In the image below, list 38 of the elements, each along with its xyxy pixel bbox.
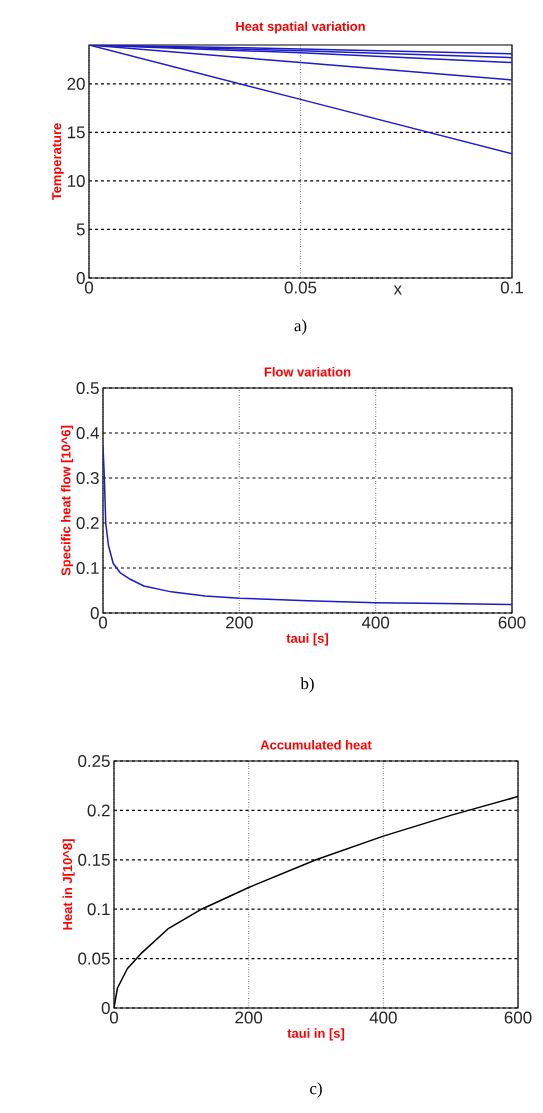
x-tick-label: 200 — [235, 1011, 263, 1024]
x-tick-label: 600 — [504, 1011, 532, 1024]
x-tick-label: 0 — [109, 1011, 119, 1024]
y-tick-label: 20 — [67, 77, 85, 90]
y-axis-title: Specific heat flow [10^6] — [61, 425, 74, 576]
y-tick-label: 0.1 — [76, 562, 99, 575]
chart-title: Heat spatial variation — [236, 21, 365, 34]
x-tick-label: 600 — [498, 616, 526, 629]
x-tick-label: 400 — [361, 616, 390, 629]
y-tick-label: 0.2 — [87, 804, 110, 817]
x-axis-title: taui [s] — [286, 633, 328, 646]
y-tick-label: 0.3 — [76, 472, 99, 485]
y-tick-label: 5 — [76, 223, 85, 236]
x-tick-label: 0.05 — [284, 281, 317, 294]
x-tick-label: 0.1 — [500, 281, 523, 294]
chart-title: Accumulated heat — [260, 740, 372, 750]
x-axis-title: taui in [s] — [287, 1028, 345, 1041]
text: a) — [294, 319, 307, 335]
y-tick-label: 0.5 — [76, 382, 99, 395]
x-axis-title: x — [393, 285, 402, 295]
text: b) — [300, 677, 314, 693]
y-axis-title: Heat in J[10^8] — [62, 839, 75, 930]
y-tick-label: 0.15 — [78, 853, 110, 866]
chart-title: Flow variation — [264, 367, 351, 377]
x-tick-label: 200 — [226, 616, 253, 629]
x-tick-label: 400 — [369, 1011, 397, 1024]
y-tick-label: 0.05 — [78, 952, 110, 965]
y-tick-label: 0.2 — [76, 517, 99, 530]
y-tick-label: 0 — [76, 272, 85, 285]
y-tick-label: 0.4 — [76, 427, 99, 440]
y-axis-title: Temperature — [52, 123, 64, 201]
y-tick-label: 0 — [101, 1002, 110, 1015]
y-tick-label: 10 — [67, 174, 85, 187]
y-tick-label: 0 — [90, 607, 99, 620]
y-tick-label: 15 — [67, 126, 85, 139]
y-tick-label: 0.25 — [78, 755, 110, 768]
text: c) — [310, 1082, 322, 1098]
y-tick-label: 0.1 — [87, 903, 110, 916]
